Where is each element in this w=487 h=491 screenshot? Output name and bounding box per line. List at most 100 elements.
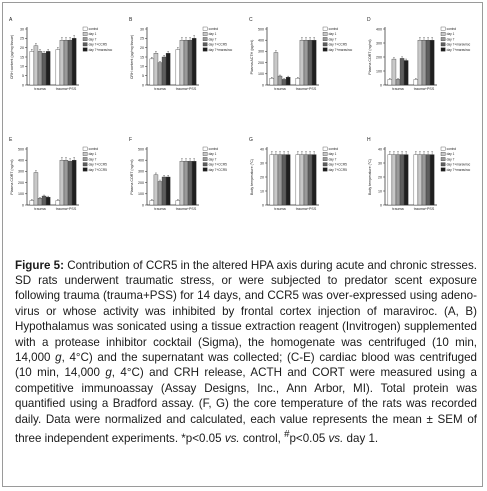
legend-swatch: [202, 162, 208, 167]
legend-swatch: [440, 162, 446, 167]
bar: [311, 154, 317, 206]
y-tick-label: 200: [138, 181, 144, 185]
panel-letter: D: [367, 17, 371, 23]
panel-e: E 0 100 200 300 400 500 Plasma CORT (ng/ml) trau…: [7, 137, 119, 233]
legend-label: day 7: [447, 157, 455, 161]
caption-hash: #: [284, 429, 290, 441]
bar: [273, 154, 279, 206]
legend-label: day 7+CCR5: [89, 163, 108, 167]
y-tick-label: 15: [140, 55, 144, 59]
panel-h: H 0 10 20 30 40 Body temperature (°C) trauma tra…: [365, 137, 477, 233]
legend-swatch: [322, 32, 328, 36]
panel-letter: E: [9, 137, 13, 143]
legend-label: day 1: [329, 32, 337, 36]
legend-label: control: [329, 147, 339, 151]
legend-swatch: [440, 47, 446, 52]
x-tick-label: trauma+PSS: [296, 207, 317, 211]
bar: [187, 161, 193, 206]
bar: [67, 40, 73, 86]
y-tick-label: 300: [138, 170, 144, 174]
bar: [413, 154, 419, 206]
y-axis-label: Body temperature (°C): [250, 159, 254, 195]
bar: [277, 75, 283, 86]
panel-f: F 0 100 200 300 400 500 Plasma CORT (ng/ml) trau…: [127, 137, 239, 233]
legend-swatch: [322, 157, 328, 161]
y-tick-label: 10: [20, 65, 24, 69]
legend-swatch: [82, 32, 88, 36]
bar: [413, 79, 419, 86]
bar: [41, 53, 47, 86]
bar: [55, 200, 61, 206]
x-tick-label: trauma+PSS: [176, 87, 197, 91]
legend-label: control: [89, 27, 99, 31]
panel-letter: H: [367, 137, 371, 143]
legend-label: control: [447, 27, 457, 31]
x-tick-label: trauma+PSS: [414, 87, 435, 91]
legend-swatch: [322, 42, 328, 47]
bar: [67, 161, 73, 206]
legend-label: control: [329, 27, 339, 31]
bar: [63, 160, 69, 206]
x-tick-label: trauma: [274, 207, 285, 211]
bar: [269, 78, 275, 86]
bar: [183, 161, 189, 206]
legend-label: day 7+CCR5: [329, 168, 348, 172]
bar: [307, 40, 313, 86]
x-tick-label: trauma+PSS: [296, 87, 317, 91]
x-tick-label: trauma: [34, 207, 45, 211]
y-tick-label: 0: [142, 203, 144, 207]
panel-g: G 0 10 20 30 40 Body temperature (°C) trauma tra…: [247, 137, 359, 233]
legend-label: control: [89, 147, 99, 151]
y-tick-label: 0: [22, 83, 24, 87]
legend-swatch: [440, 37, 446, 41]
bar: [41, 195, 47, 206]
y-tick-label: 30: [378, 161, 382, 165]
legend-label: day 7+CCR5: [89, 43, 108, 47]
legend-swatch: [202, 37, 208, 41]
legend-swatch: [202, 146, 208, 151]
bar: [399, 154, 405, 206]
legend-swatch: [202, 32, 208, 36]
y-tick-label: 200: [376, 55, 382, 59]
caption-text-1: Contribution of CCR5 in the altered HPA …: [15, 258, 477, 365]
y-tick-label: 300: [18, 170, 24, 174]
panel-letter: F: [129, 137, 132, 143]
caption-text-2: , 4°C) and the supernatant was collected…: [15, 351, 477, 380]
y-tick-label: 500: [258, 27, 264, 31]
legend-swatch: [440, 167, 446, 172]
y-tick-label: 20: [20, 46, 24, 50]
legend-label: day 7+CCR5: [329, 43, 348, 47]
legend-label: day 1: [89, 32, 97, 36]
bar: [403, 154, 409, 206]
bar: [425, 154, 431, 206]
legend-label: day 7+maraviroc: [209, 48, 233, 52]
bar: [161, 176, 167, 206]
legend-swatch: [440, 152, 446, 156]
legend-label: day 7+maraviroc: [447, 168, 471, 172]
legend-label: day 1: [329, 152, 337, 156]
bar: [421, 40, 427, 86]
legend-label: day 7+CCR5: [209, 163, 228, 167]
bar: [391, 154, 397, 206]
bar: [421, 154, 427, 206]
legend-swatch: [82, 37, 88, 41]
legend-label: day 7: [209, 37, 217, 41]
legend-label: control: [209, 147, 219, 151]
y-tick-label: 200: [258, 61, 264, 65]
bar: [403, 60, 409, 86]
y-tick-label: 25: [140, 37, 144, 41]
legend-label: day 1: [209, 152, 217, 156]
y-tick-label: 0: [262, 203, 264, 207]
caption-italic-vs-2: vs.: [328, 431, 344, 445]
legend-swatch: [202, 152, 208, 156]
y-tick-label: 200: [18, 181, 24, 185]
panel-e-chart: E 0 100 200 300 400 500 Plasma CORT (ng/ml) trau…: [9, 137, 108, 211]
bar: [429, 40, 435, 86]
bar: [153, 53, 159, 86]
y-tick-label: 10: [140, 65, 144, 69]
panel-letter: G: [249, 137, 253, 143]
caption-text-3: , 4°C) and CRH release, ACTH and CORT we…: [15, 366, 477, 445]
bar: [157, 62, 163, 86]
legend-swatch: [202, 42, 208, 47]
legend-label: day 7: [329, 157, 337, 161]
